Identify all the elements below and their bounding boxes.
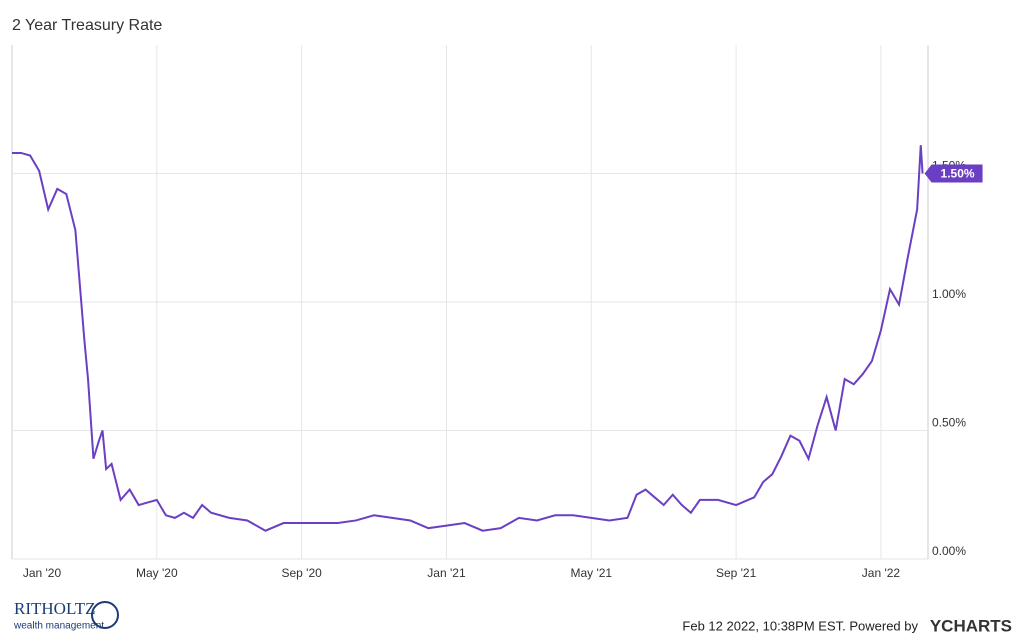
- brand: RITHOLTZ: [14, 599, 96, 618]
- brand-logo: [91, 601, 119, 629]
- x-tick-label: Sep '21: [716, 566, 757, 580]
- x-tick-label: Jan '21: [427, 566, 466, 580]
- y-tick-label: 1.00%: [932, 287, 966, 301]
- x-tick-label: Jan '22: [862, 566, 901, 580]
- value-marker-label: 1.50%: [941, 167, 975, 181]
- brand-sub: wealth management: [13, 621, 104, 632]
- y-tick-label: 0.50%: [932, 416, 966, 430]
- provider: YCHARTS: [930, 616, 1012, 635]
- data-line: [12, 145, 924, 532]
- y-tick-label: 0.00%: [932, 544, 966, 558]
- x-tick-label: Sep '20: [281, 566, 322, 580]
- timestamp: Feb 12 2022, 10:38PM EST. Powered by: [682, 618, 918, 633]
- x-tick-label: May '20: [136, 566, 178, 580]
- x-tick-label: May '21: [570, 566, 612, 580]
- value-marker: [924, 164, 983, 183]
- chart-title: 2 Year Treasury Rate: [12, 17, 162, 34]
- x-tick-label: Jan '20: [23, 566, 62, 580]
